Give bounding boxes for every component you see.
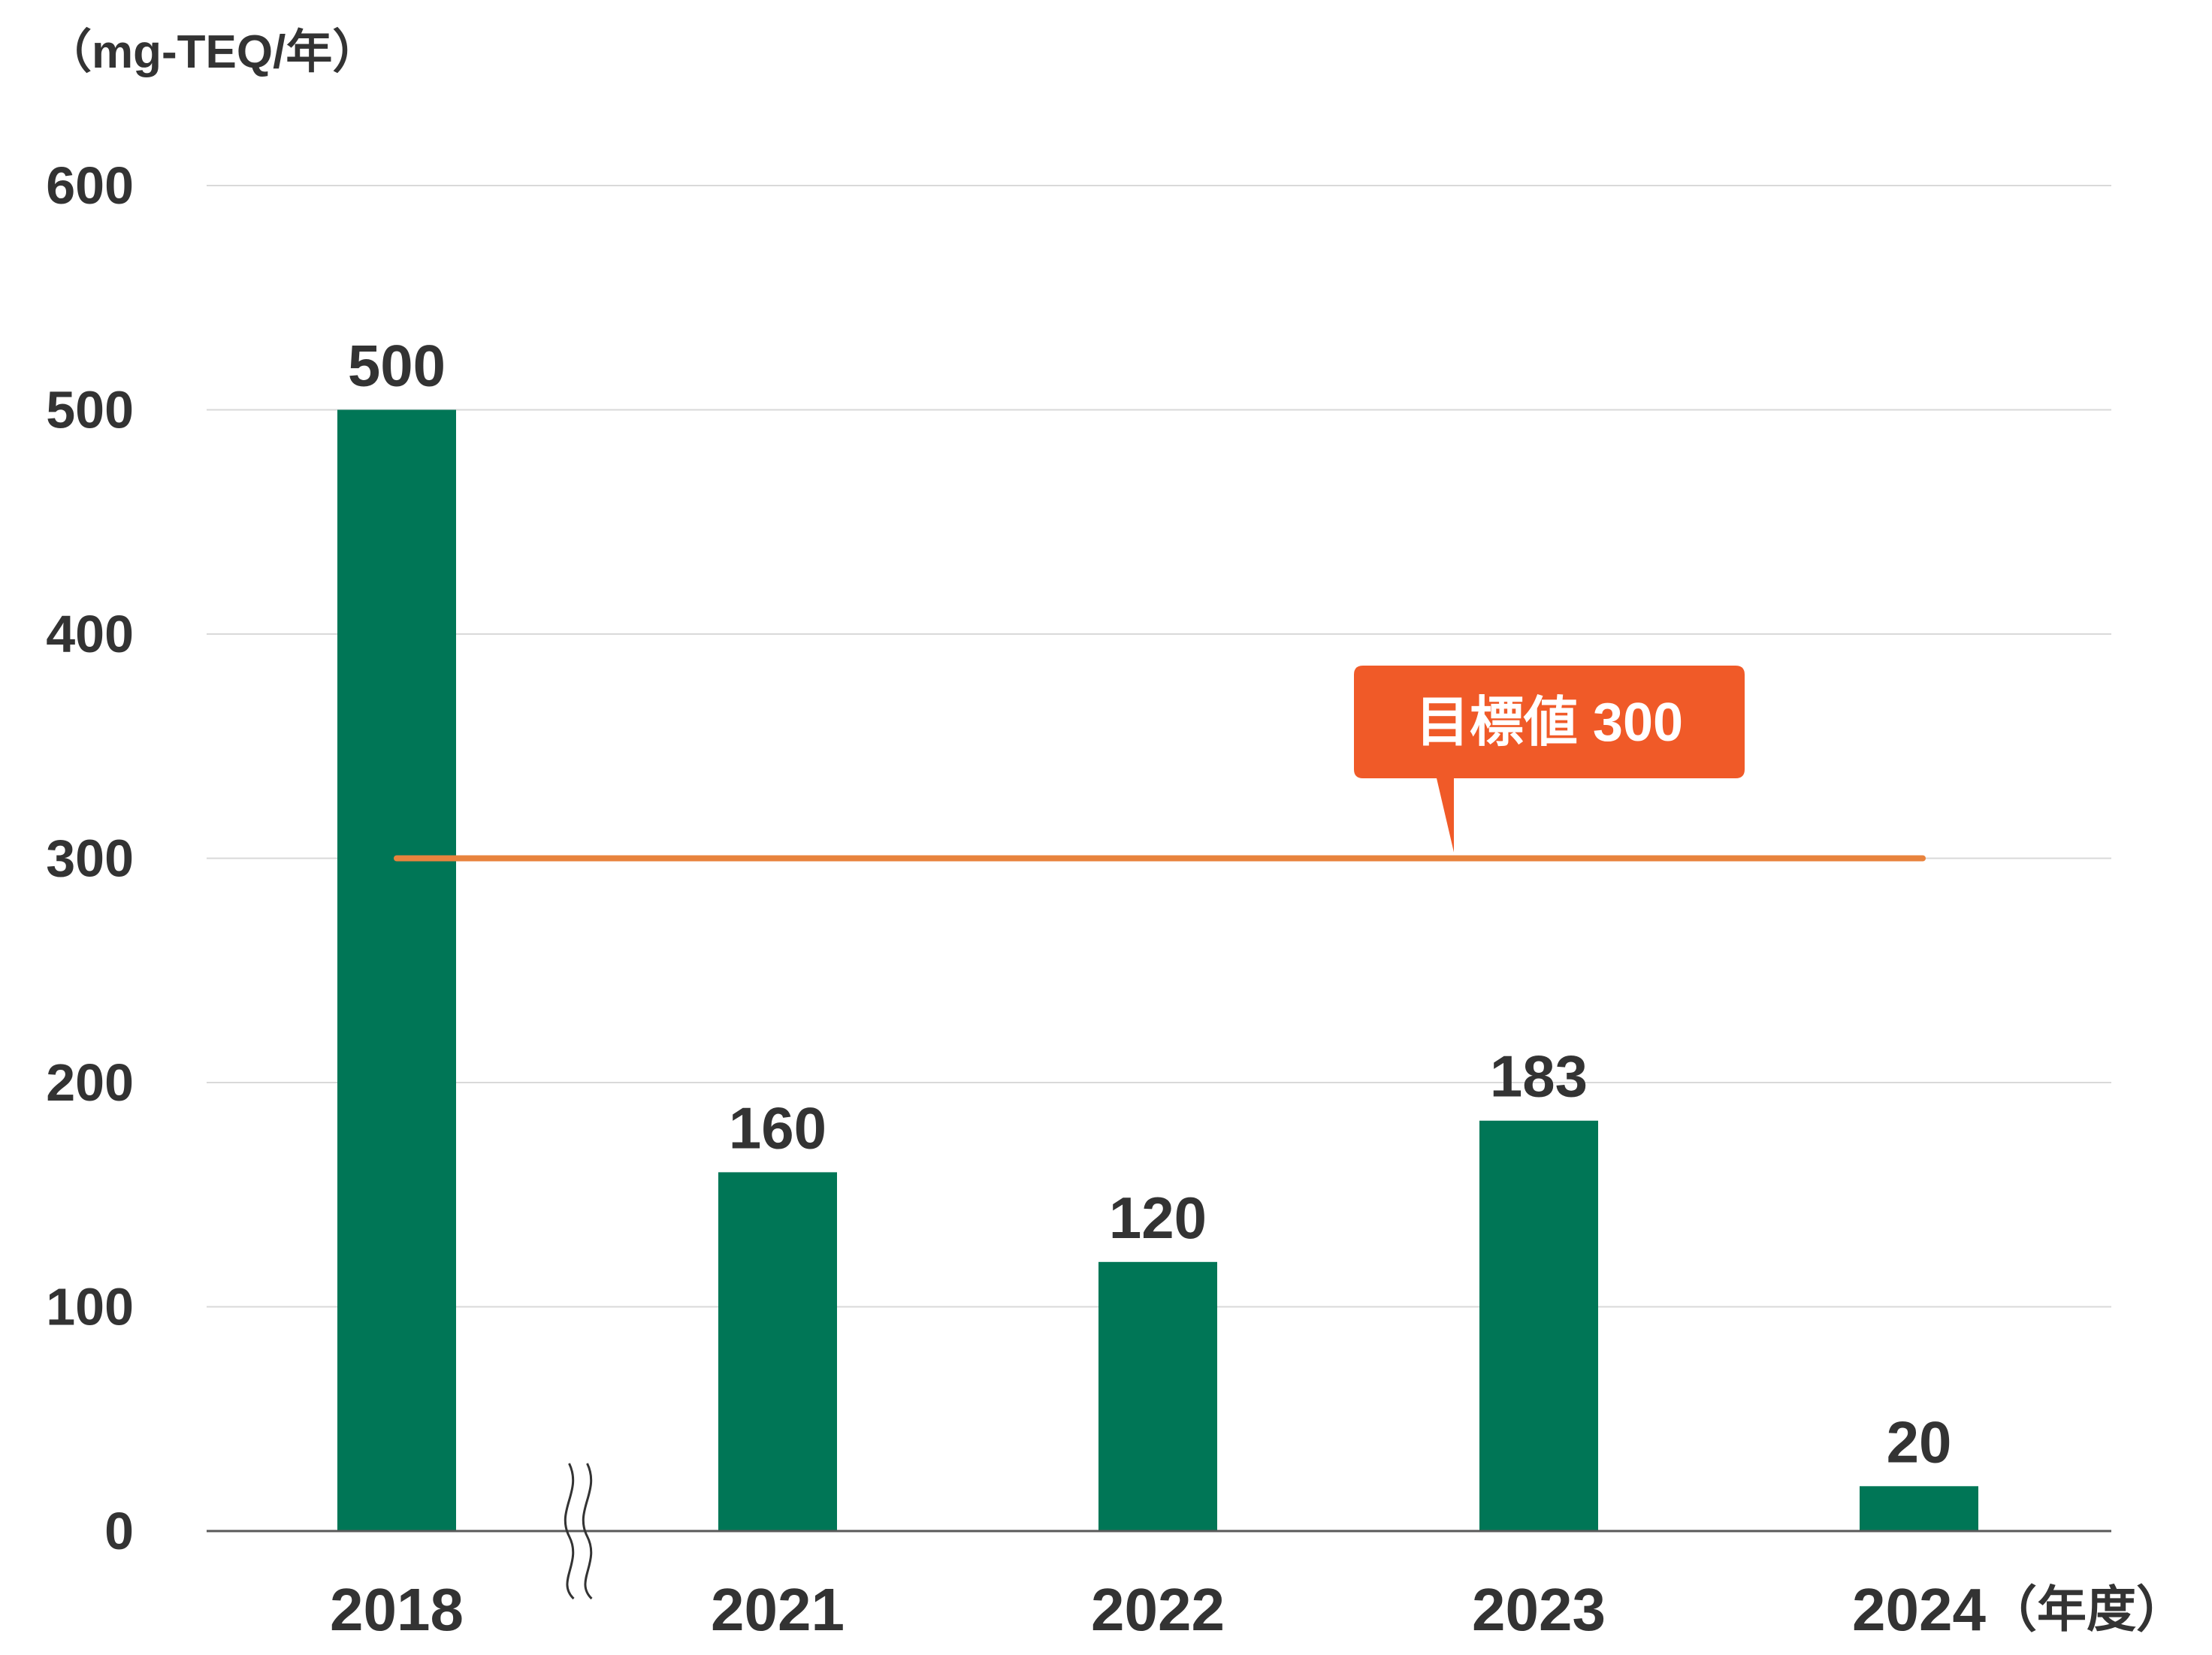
y-tick-label: 0 [104, 1502, 134, 1560]
bar-value-labels: 500 160 120 183 20 [348, 333, 1951, 1475]
target-callout-label: 目標値 300 [1416, 693, 1683, 753]
x-category-label: 2022 [1091, 1576, 1225, 1643]
axis-break-stroke [564, 1463, 575, 1600]
y-axis-unit-label: （mg-TEQ/年） [45, 26, 379, 78]
bar-value-label: 20 [1887, 1409, 1952, 1475]
bar-value-label: 120 [1109, 1185, 1207, 1251]
bar [718, 1172, 837, 1531]
x-axis-unit-label: （年度） [1987, 1581, 2186, 1637]
bars [337, 409, 1978, 1531]
bar-value-label: 183 [1490, 1043, 1588, 1110]
bar-value-label: 500 [348, 333, 446, 399]
x-axis-categories: 2018 2021 2022 2023 2024 [330, 1576, 1986, 1643]
x-category-label: 2023 [1472, 1576, 1606, 1643]
axis-break-marker [564, 1463, 593, 1600]
bar-value-label: 160 [729, 1095, 826, 1161]
y-tick-label: 400 [46, 605, 134, 663]
axis-break-stroke [582, 1463, 593, 1600]
y-axis-ticks: 0 100 200 300 400 500 600 [46, 156, 134, 1560]
bar [337, 409, 456, 1531]
target-callout-bubble [1354, 666, 1745, 853]
x-category-label: 2024 [1852, 1576, 1986, 1643]
y-tick-label: 500 [46, 381, 134, 439]
bar [1860, 1486, 1978, 1531]
bar [1098, 1261, 1217, 1531]
target-callout: 目標値 300 [1354, 666, 1745, 853]
x-category-label: 2021 [711, 1576, 845, 1643]
bar [1479, 1120, 1598, 1531]
y-tick-label: 600 [46, 156, 134, 215]
gridlines [207, 185, 2111, 1308]
x-category-label: 2018 [330, 1576, 464, 1643]
y-tick-label: 200 [46, 1053, 134, 1112]
y-tick-label: 100 [46, 1278, 134, 1336]
y-tick-label: 300 [46, 829, 134, 888]
